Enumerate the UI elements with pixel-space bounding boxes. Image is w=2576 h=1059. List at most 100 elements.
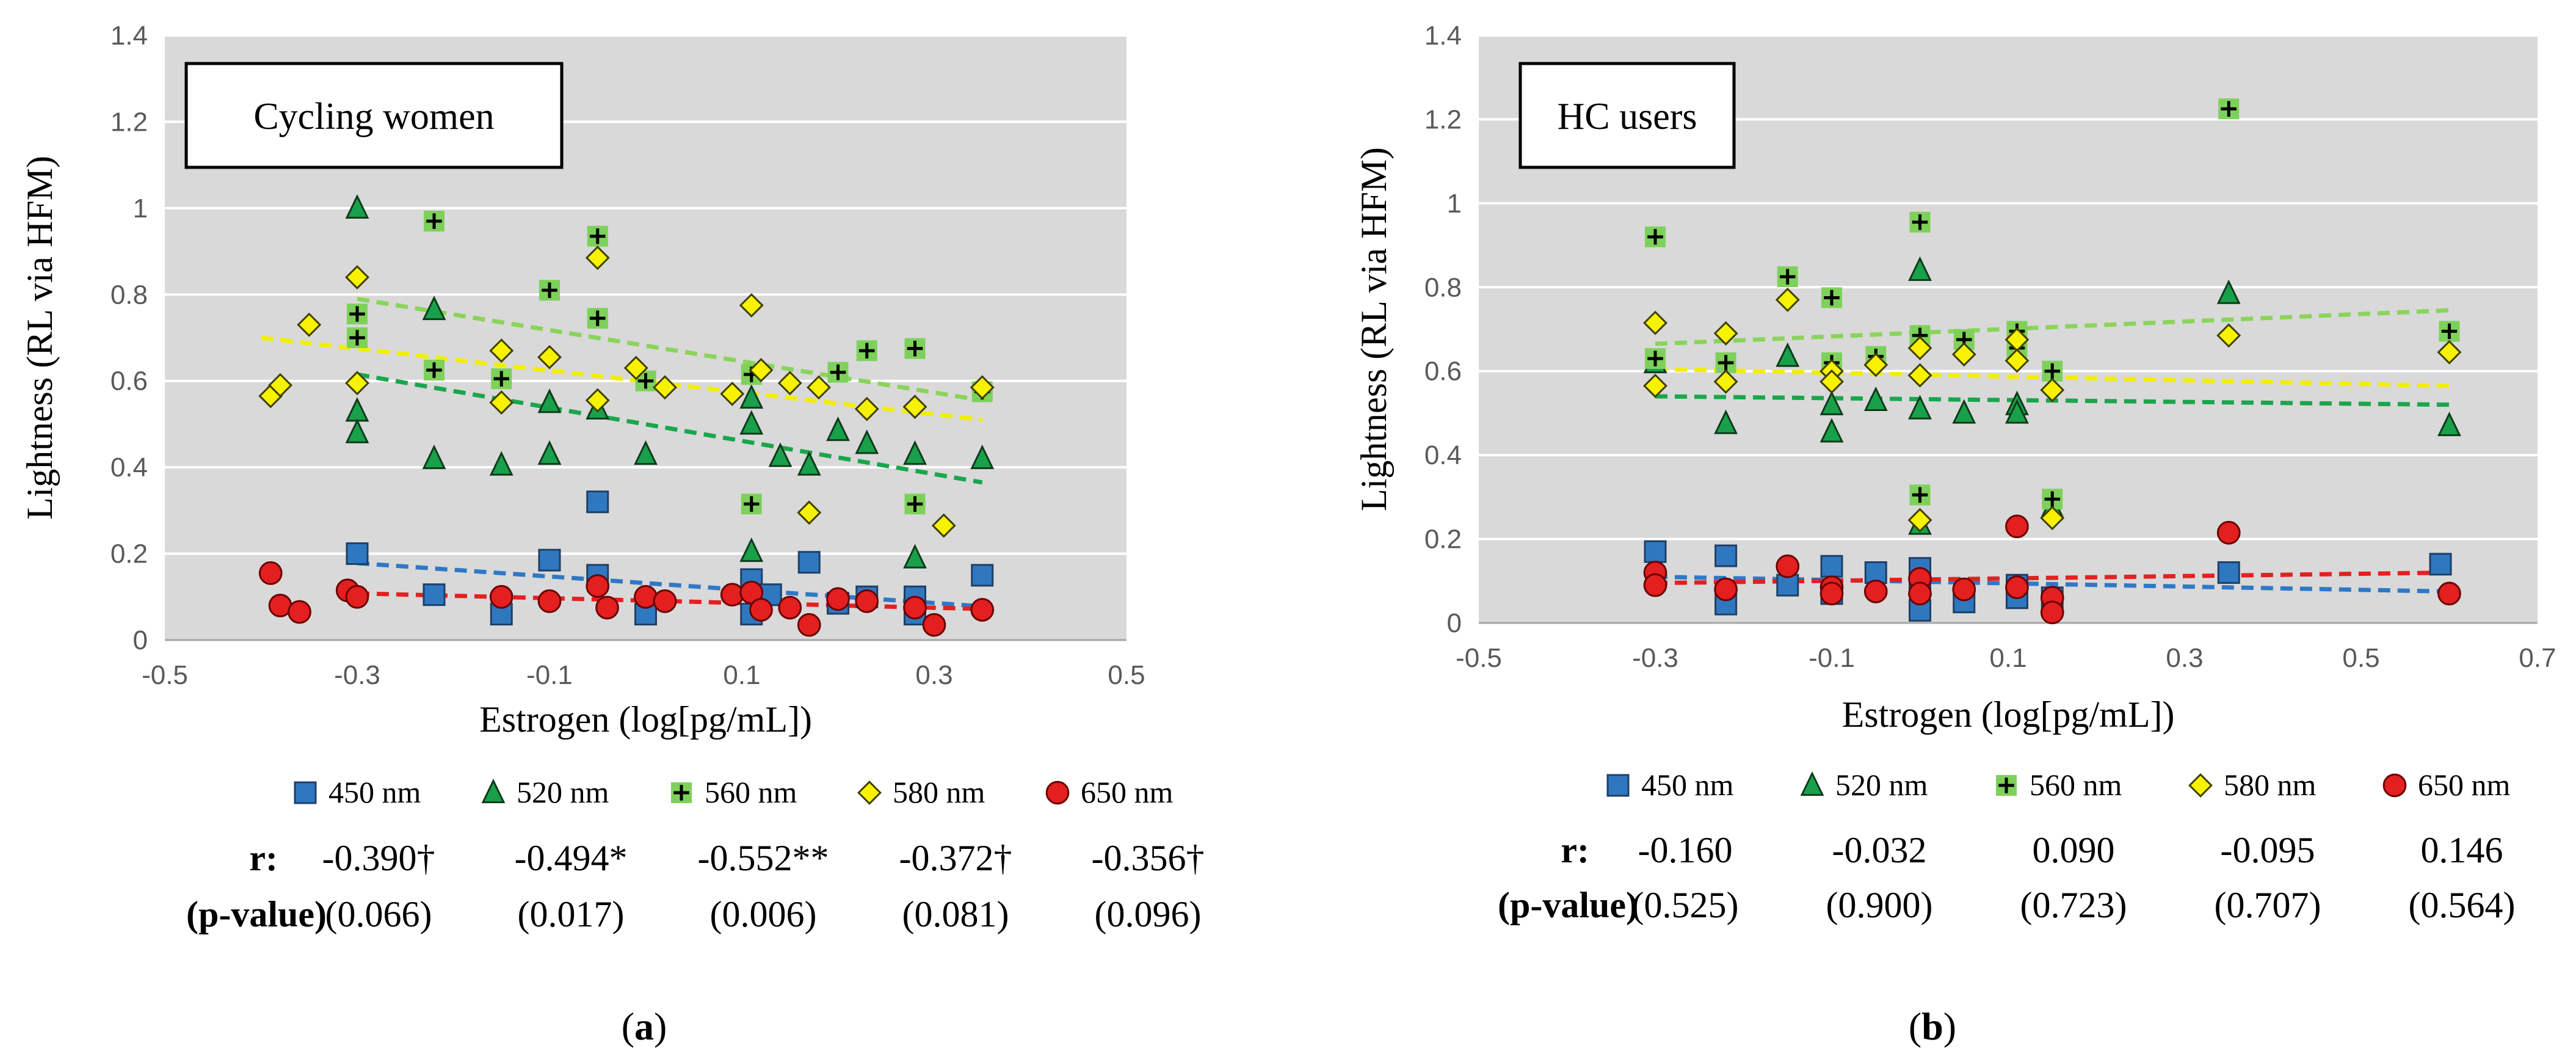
legend-marker-450-nm: [1606, 774, 1630, 797]
data-point-560-nm: [741, 493, 762, 515]
data-point-520-nm: [1820, 418, 1844, 443]
data-point-520-nm: [739, 384, 764, 409]
data-point-520-nm: [422, 445, 446, 470]
data-point-520-nm: [537, 388, 562, 413]
x-tick-label: 0.1: [1989, 643, 2026, 673]
data-point-650-nm: [586, 574, 610, 598]
x-axis-title: Estrogen (log[pg/mL]): [479, 699, 812, 740]
data-point-450-nm: [1714, 544, 1738, 567]
data-point-520-nm: [739, 537, 764, 562]
p-value: (0.081): [902, 894, 1009, 934]
data-point-650-nm: [970, 598, 995, 622]
legend-label: 580 nm: [893, 775, 985, 809]
r-value: -0.356†: [1092, 838, 1205, 878]
data-point-520-nm: [903, 440, 927, 465]
data-point-650-nm: [1714, 577, 1738, 602]
data-point-560-nm: [904, 338, 926, 359]
data-point-580-nm: [2005, 348, 2030, 373]
x-axis-title: Estrogen (log[pg/mL]): [1842, 694, 2175, 735]
legend-item: 560 nm: [1996, 768, 2122, 802]
data-point-650-nm: [634, 584, 658, 609]
y-tick-label: 0.8: [1424, 272, 1462, 302]
data-point-580-nm: [1951, 342, 1976, 367]
data-point-580-nm: [749, 358, 774, 383]
data-point-520-nm: [739, 410, 764, 435]
data-point-650-nm: [2437, 581, 2461, 606]
data-point-580-nm: [1775, 287, 1800, 312]
y-tick-label: 0: [133, 625, 148, 655]
data-point-580-nm: [1863, 352, 1888, 377]
data-point-560-nm: [587, 308, 608, 329]
legend-marker-650-nm: [2382, 773, 2407, 798]
data-point-650-nm: [797, 613, 821, 637]
legend-label: 520 nm: [1835, 768, 1928, 802]
legend-item: 520 nm: [1800, 768, 1928, 802]
data-point-520-nm: [970, 445, 995, 470]
data-point-450-nm: [2429, 553, 2452, 576]
x-tick-label: -0.5: [1456, 643, 1502, 673]
y-tick-label: 1: [1447, 189, 1462, 219]
data-point-650-nm: [922, 613, 946, 637]
data-point-580-nm: [797, 500, 822, 525]
data-point-450-nm: [1820, 555, 1843, 578]
y-tick-label: 0: [1447, 608, 1462, 638]
data-point-520-nm: [634, 440, 658, 465]
data-point-580-nm: [1907, 335, 1932, 360]
data-point-520-nm: [2005, 399, 2029, 424]
data-point-580-nm: [1643, 310, 1667, 335]
legend-label: 450 nm: [328, 775, 421, 809]
data-point-650-nm: [749, 598, 773, 622]
data-point-650-nm: [826, 587, 850, 611]
data-point-560-nm: [587, 225, 608, 247]
data-point-520-nm: [1776, 342, 1800, 367]
data-point-520-nm: [2216, 279, 2241, 304]
y-axis-title: Lightness (RL via HFM): [1354, 147, 1394, 511]
data-point-520-nm: [345, 418, 369, 443]
data-point-560-nm: [904, 493, 926, 515]
data-point-580-nm: [1820, 369, 1844, 394]
data-point-520-nm: [903, 544, 927, 569]
r-value: -0.032: [1832, 830, 1927, 870]
data-point-450-nm: [797, 551, 821, 574]
data-point-580-nm: [489, 338, 514, 363]
data-point-520-nm: [768, 442, 793, 467]
data-point-580-nm: [777, 371, 802, 396]
data-point-580-nm: [1907, 363, 1932, 388]
data-point-650-nm: [1952, 577, 1976, 602]
p-value: (0.525): [1632, 885, 1739, 925]
chart-panel-b: 0 0.2 0.4 0.6 0.8 1 1.2 1.4 -0.5 -0.3 -0.1 0.1 0.3 0.…: [1288, 0, 2576, 1059]
data-point-580-nm: [807, 375, 831, 400]
p-value-label: (p-value): [186, 894, 327, 934]
data-point-520-nm: [422, 296, 446, 321]
data-point-580-nm: [2437, 340, 2462, 365]
data-point-560-nm: [1821, 287, 1842, 308]
data-point-560-nm: [347, 304, 368, 325]
data-point-650-nm: [288, 600, 311, 624]
data-point-580-nm: [2040, 506, 2065, 531]
legend-label: 450 nm: [1641, 768, 1734, 802]
data-point-520-nm: [345, 194, 369, 219]
data-point-560-nm: [1777, 266, 1798, 288]
x-tick-label: -0.3: [334, 660, 380, 690]
p-value: (0.096): [1095, 894, 1202, 934]
trendline-450-nm: [357, 561, 982, 609]
legend-label: 650 nm: [1081, 775, 1174, 809]
data-point-580-nm: [1643, 373, 1667, 398]
legend-item: 650 nm: [1045, 775, 1174, 809]
legend-marker-580-nm: [2188, 773, 2213, 798]
data-point-520-nm: [1952, 399, 1976, 424]
trendline-450-nm: [1655, 574, 2450, 594]
data-point-560-nm: [1645, 226, 1666, 247]
r-label: r:: [1561, 830, 1589, 870]
panel-label: (b): [1909, 1005, 1956, 1048]
data-point-560-nm: [856, 340, 877, 362]
chart-title-box: [184, 62, 564, 169]
r-value: -0.552**: [698, 838, 829, 878]
data-point-560-nm: [347, 327, 368, 348]
data-point-650-nm: [1908, 581, 1932, 606]
data-point-580-nm: [720, 381, 745, 406]
data-point-520-nm: [1908, 256, 1932, 281]
x-tick-label: 0.3: [915, 660, 952, 690]
p-value: (0.006): [710, 894, 817, 934]
data-point-580-nm: [970, 375, 995, 400]
